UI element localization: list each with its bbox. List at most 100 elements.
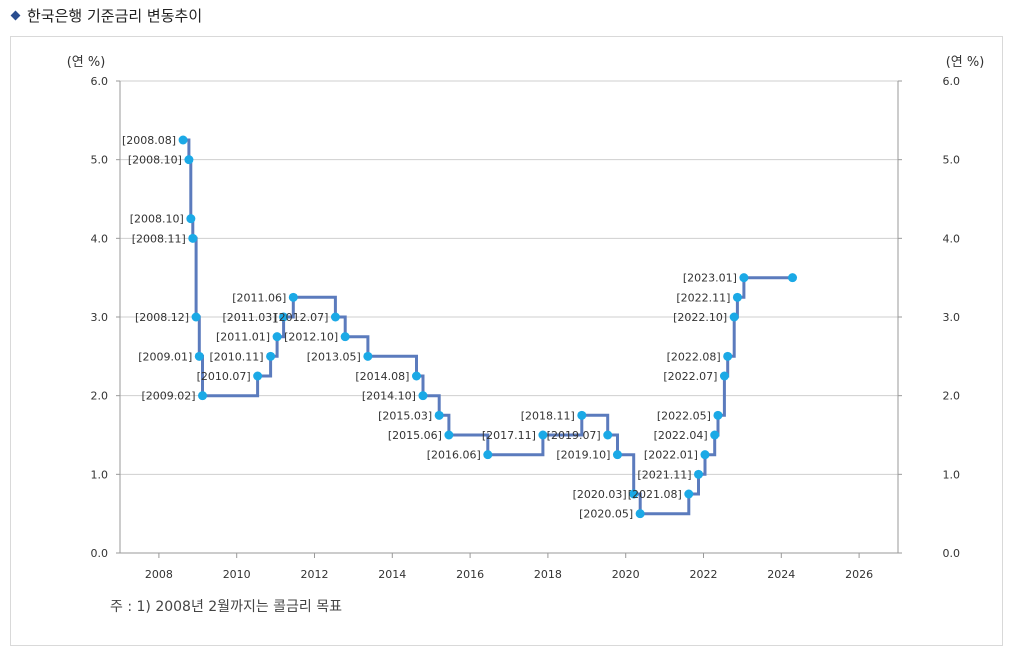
x-tick-label: 2012 [301, 568, 329, 581]
point-label: [2012.10] [284, 331, 338, 344]
point-label: [2022.01] [644, 449, 698, 462]
x-tick-label: 2018 [534, 568, 562, 581]
footnote: 주 : 1) 2008년 2월까지는 콜금리 목표 [110, 599, 343, 615]
point-label: [2011.06] [232, 291, 286, 304]
y-tick-label-right: 0.0 [943, 547, 961, 560]
point-label: [2015.06] [388, 429, 442, 442]
point-label: [2009.02] [141, 390, 195, 403]
y-unit-right: (연 %) [946, 55, 985, 70]
data-point[interactable] [330, 312, 340, 322]
data-point[interactable] [694, 469, 704, 479]
y-tick-label-left: 2.0 [91, 390, 109, 403]
data-point[interactable] [612, 450, 622, 460]
point-label: [2008.11] [132, 232, 186, 245]
point-label: [2014.10] [362, 390, 416, 403]
point-label: [2022.11] [676, 291, 730, 304]
point-label: [2022.07] [663, 370, 717, 383]
data-point[interactable] [186, 214, 196, 224]
point-label: [2008.12] [135, 311, 189, 324]
point-label: [2022.10] [673, 311, 727, 324]
data-point[interactable] [713, 410, 723, 420]
point-label: [2020.05] [579, 508, 633, 521]
x-tick-label: 2014 [378, 568, 406, 581]
data-point[interactable] [288, 292, 298, 302]
point-label: [2008.08] [122, 134, 176, 147]
x-tick-label: 2016 [456, 568, 484, 581]
point-label: [2008.10] [130, 213, 184, 226]
data-point[interactable] [483, 450, 493, 460]
data-point[interactable] [194, 351, 204, 361]
chart-panel [10, 36, 1003, 646]
data-point[interactable] [629, 489, 639, 499]
data-point[interactable] [719, 371, 729, 381]
point-label: [2017.11] [482, 429, 536, 442]
data-point[interactable] [603, 430, 613, 440]
data-point[interactable] [635, 509, 645, 519]
data-point[interactable] [198, 391, 208, 401]
y-tick-label-right: 6.0 [943, 75, 961, 88]
data-point[interactable] [266, 351, 276, 361]
point-label: [2012.07] [274, 311, 328, 324]
data-points [178, 135, 798, 519]
x-tick-label: 2010 [223, 568, 251, 581]
point-label: [2021.11] [637, 468, 691, 481]
y-tick-label-left: 0.0 [91, 547, 109, 560]
data-point[interactable] [188, 233, 198, 243]
y-tick-label-left: 3.0 [91, 311, 109, 324]
data-point[interactable] [279, 312, 289, 322]
y-tick-label-right: 3.0 [943, 311, 961, 324]
point-label: [2022.05] [657, 409, 711, 422]
y-tick-label-left: 5.0 [91, 154, 109, 167]
x-tick-label: 2026 [845, 568, 873, 581]
data-point[interactable] [684, 489, 694, 499]
data-point[interactable] [272, 332, 282, 342]
point-label: [2016.06] [427, 449, 481, 462]
data-point[interactable] [788, 273, 798, 283]
data-point[interactable] [178, 135, 188, 145]
data-point[interactable] [411, 371, 421, 381]
y-tick-label-right: 4.0 [943, 232, 961, 245]
point-label: [2009.01] [138, 350, 192, 363]
data-point[interactable] [191, 312, 201, 322]
point-label: [2014.08] [355, 370, 409, 383]
page-title: 한국은행 기준금리 변동추이 [27, 6, 203, 25]
point-label: [2011.01] [216, 331, 270, 344]
series-line [183, 138, 793, 516]
y-unit-left: (연 %) [67, 55, 106, 70]
point-label: [2020.03] [573, 488, 627, 501]
data-point[interactable] [184, 155, 194, 165]
data-point[interactable] [729, 312, 739, 322]
y-tick-label-left: 6.0 [91, 75, 109, 88]
data-point[interactable] [723, 351, 733, 361]
data-point[interactable] [253, 371, 263, 381]
data-point[interactable] [538, 430, 548, 440]
data-point[interactable] [739, 273, 749, 283]
point-label: [2015.03] [378, 409, 432, 422]
point-label: [2010.07] [197, 370, 251, 383]
data-point[interactable] [434, 410, 444, 420]
data-point[interactable] [340, 332, 350, 342]
data-point[interactable] [444, 430, 454, 440]
x-tick-label: 2008 [145, 568, 173, 581]
point-label: [2011.03] [222, 311, 276, 324]
y-tick-label-right: 2.0 [943, 390, 961, 403]
point-labels: [2008.08] [2008.10] [2008.10] [2008.11] [200… [122, 134, 737, 521]
data-point[interactable] [700, 450, 710, 460]
point-label: [2019.07] [547, 429, 601, 442]
y-tick-label-left: 4.0 [91, 232, 109, 245]
data-point[interactable] [363, 351, 373, 361]
y-tick-label-left: 1.0 [91, 468, 109, 481]
y-tick-label-right: 1.0 [943, 468, 961, 481]
point-label: [2018.11] [521, 409, 575, 422]
point-label: [2019.10] [556, 449, 610, 462]
data-point[interactable] [577, 410, 587, 420]
point-label: [2022.04] [654, 429, 708, 442]
data-point[interactable] [732, 292, 742, 302]
x-tick-label: 2024 [767, 568, 795, 581]
x-tick-label: 2022 [690, 568, 718, 581]
chart-header: 한국은행 기준금리 변동추이 [10, 4, 202, 26]
data-point[interactable] [710, 430, 720, 440]
point-label: [2008.10] [128, 154, 182, 167]
data-point[interactable] [418, 391, 428, 401]
